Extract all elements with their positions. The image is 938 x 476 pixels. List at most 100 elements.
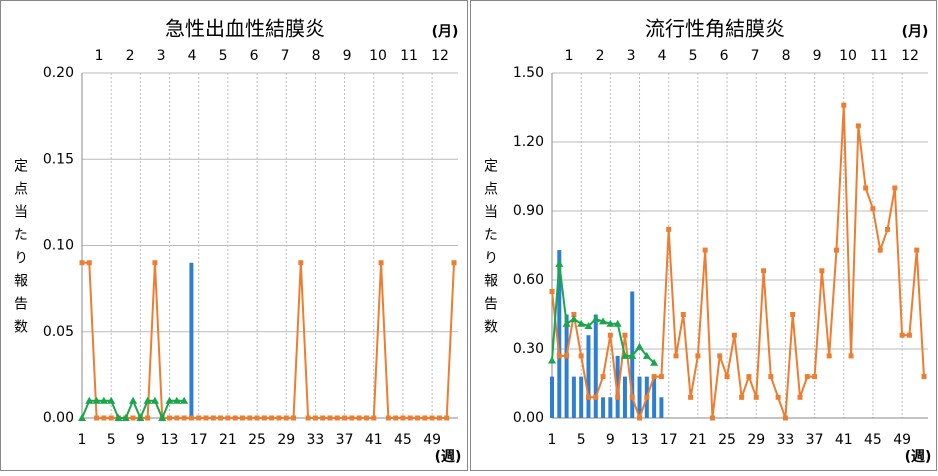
marker [753,394,759,400]
x-tick-label: 21 [689,432,707,448]
marker [731,332,737,338]
marker [622,332,628,338]
marker [607,332,613,338]
marker [709,415,715,421]
marker [892,185,898,191]
marker [782,415,788,421]
marker [577,319,586,327]
month-label: 10 [839,48,857,64]
x-tick-label: 49 [423,432,441,448]
marker [130,415,136,421]
month-unit: (月) [432,24,459,40]
marker [436,415,442,421]
marker [239,415,245,421]
y-tick-label: 0.00 [43,410,74,426]
x-tick-label: 37 [336,432,354,448]
marker [225,415,231,421]
marker [349,415,355,421]
marker [863,185,869,191]
y-axis-label: 定点当たり報告数 [482,158,498,342]
marker [578,353,584,359]
marker [599,317,608,325]
marker [556,353,562,359]
marker [371,415,377,421]
marker [210,415,216,421]
bar [608,397,613,418]
marker [254,415,260,421]
x-tick-label: 41 [835,432,853,448]
month-label: 2 [596,48,605,64]
x-tick-label: 29 [277,432,295,448]
y-tick-label: 0.20 [43,65,74,81]
marker [342,415,348,421]
marker [165,396,174,404]
marker [407,415,413,421]
bar [586,335,591,418]
marker [724,374,730,380]
marker [444,415,450,421]
x-axis-label: (週) [435,449,462,465]
y-tick-label: 0.05 [43,324,74,340]
marker [85,396,94,404]
marker [385,415,391,421]
marker [247,415,253,421]
marker [739,394,745,400]
marker [615,394,621,400]
marker [261,415,267,421]
marker [812,374,818,380]
y-tick-label: 0.90 [513,203,544,219]
marker [629,394,635,400]
month-label: 4 [188,48,197,64]
marker [833,247,839,253]
y-tick-label: 0.00 [513,410,544,426]
bar [189,262,194,418]
marker [637,415,643,421]
month-label: 4 [658,48,667,64]
marker [356,415,362,421]
marker [658,374,664,380]
marker [584,322,593,329]
marker [768,374,774,380]
month-label: 3 [627,48,636,64]
x-tick-label: 1 [78,432,87,448]
marker [870,206,876,212]
x-tick-label: 13 [161,432,179,448]
marker [94,415,100,421]
y-tick-label: 1.50 [513,65,544,81]
marker [673,353,679,359]
marker [378,260,384,266]
marker [644,394,650,400]
month-label: 12 [901,48,919,64]
marker [415,415,421,421]
marker [562,319,571,327]
marker [101,415,107,421]
marker [921,374,927,380]
marker [152,260,158,266]
marker [174,415,180,421]
marker [276,415,282,421]
x-tick-label: 1 [548,432,557,448]
x-tick-label: 21 [219,432,237,448]
marker [400,415,406,421]
marker [305,415,311,421]
x-tick-label: 5 [577,432,586,448]
x-tick-label: 5 [107,432,116,448]
marker [650,358,659,366]
month-unit: (月) [902,24,929,40]
marker [108,415,114,421]
month-label: 6 [720,48,729,64]
x-tick-label: 33 [776,432,794,448]
marker [804,374,810,380]
marker [232,415,238,421]
bar [564,314,569,418]
marker [695,353,701,359]
marker [848,353,854,359]
marker [717,353,723,359]
marker [78,414,86,421]
marker [291,415,297,421]
marker [613,319,622,327]
month-label: 5 [689,48,698,64]
marker [129,396,138,404]
marker [906,332,912,338]
